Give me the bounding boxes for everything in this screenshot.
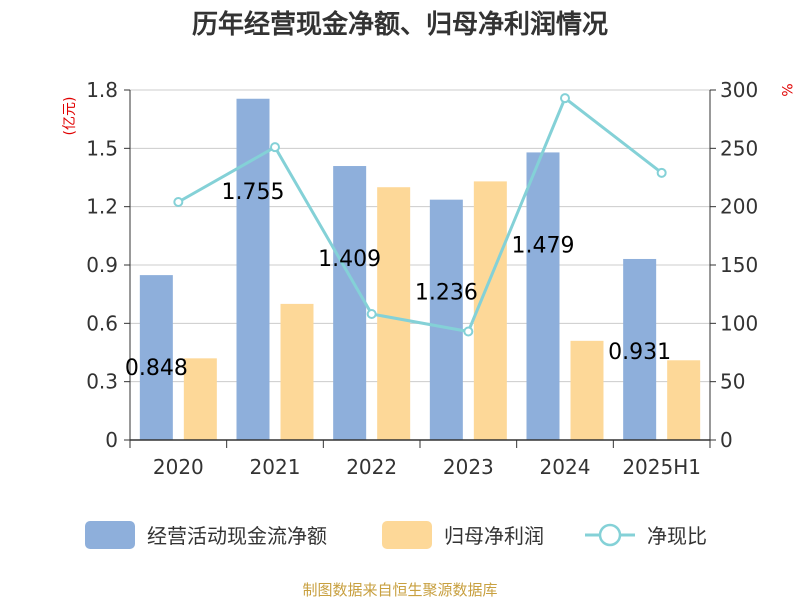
bar-value-label: 0.931 xyxy=(608,340,671,365)
ratio-point xyxy=(366,309,377,319)
bar xyxy=(429,199,463,440)
legend-label: 净现比 xyxy=(647,524,707,548)
bar xyxy=(236,98,270,440)
bar-value-label: 1.236 xyxy=(415,281,478,306)
ratio-point xyxy=(270,142,280,153)
bar-value-label: 1.755 xyxy=(222,180,285,205)
bars xyxy=(139,98,701,440)
right-axis-unit: % xyxy=(778,83,794,96)
right-tick-label: 200 xyxy=(720,195,758,219)
bar xyxy=(526,152,560,440)
bar xyxy=(333,166,367,440)
x-tick-label: 2020 xyxy=(153,455,204,479)
legend-marker xyxy=(598,523,622,547)
right-tick-label: 50 xyxy=(720,370,745,394)
ratio-line-path xyxy=(177,95,663,334)
legend-label: 归母净利润 xyxy=(444,524,544,548)
legend: 经营活动现金流净额 归母净利润 净现比 xyxy=(85,521,707,549)
bar xyxy=(667,360,701,440)
bar xyxy=(183,358,217,440)
left-tick-label: 1.5 xyxy=(86,136,118,160)
right-tick-label: 150 xyxy=(720,253,758,277)
left-tick-label: 1.2 xyxy=(86,195,118,219)
bar xyxy=(570,340,604,440)
bar-value-label: 1.479 xyxy=(512,233,575,258)
ratio-point xyxy=(560,93,570,104)
ratio-line xyxy=(173,93,667,337)
right-tick-label: 100 xyxy=(720,311,758,335)
left-tick-label: 0 xyxy=(105,428,118,452)
data-labels: 0.848 1.755 1.409 1.236 1.479 0.931 xyxy=(125,180,671,381)
ratio-point xyxy=(173,197,184,207)
x-tick-label: 2021 xyxy=(250,455,301,479)
x-tick-label: 2023 xyxy=(443,455,494,479)
ratio-point xyxy=(463,326,474,337)
source-note: 制图数据来自恒生聚源数据库 xyxy=(302,581,497,599)
x-tick-label: 2024 xyxy=(540,455,591,479)
bar xyxy=(139,275,173,440)
bar-value-label: 0.848 xyxy=(125,356,188,381)
right-tick-label: 250 xyxy=(720,136,758,160)
legend-swatch xyxy=(382,521,432,549)
left-axis-unit: (亿元) xyxy=(62,97,78,136)
bar-value-label: 1.409 xyxy=(318,247,381,272)
legend-label: 经营活动现金流净额 xyxy=(147,524,327,548)
legend-swatch xyxy=(85,521,135,549)
x-tick-label: 2022 xyxy=(346,455,397,479)
x-tick-label: 2025H1 xyxy=(622,455,701,479)
bar xyxy=(623,258,657,440)
ratio-point xyxy=(656,167,667,178)
bar xyxy=(280,303,314,440)
grid-lines xyxy=(130,89,710,383)
right-tick-label: 300 xyxy=(720,78,758,102)
right-tick-label: 0 xyxy=(720,428,733,452)
left-tick-label: 0.9 xyxy=(86,253,118,277)
axes: 0 0.3 0.6 0.9 1.2 1.5 1.8 0 50 100 150 200 250 300 202… xyxy=(86,78,758,479)
chart-title: 历年经营现金净额、归母净利润情况 xyxy=(192,9,608,40)
left-tick-label: 1.8 xyxy=(86,78,118,102)
bar xyxy=(473,181,507,440)
bar xyxy=(377,187,411,440)
left-tick-label: 0.3 xyxy=(86,370,118,394)
left-tick-label: 0.6 xyxy=(86,311,118,335)
